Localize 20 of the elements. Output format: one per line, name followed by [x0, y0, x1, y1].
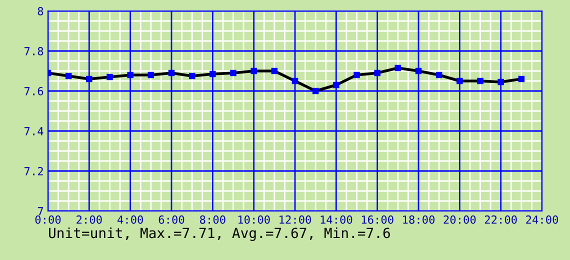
y-tick-label: 7.2 [24, 167, 43, 176]
y-tick-label: 7.8 [24, 47, 44, 56]
y-tick-label: 8 [38, 7, 44, 16]
y-tick-label: 7.6 [24, 87, 44, 96]
x-tick-label: 0:00 [35, 215, 61, 224]
x-tick-label: 10:00 [238, 215, 270, 224]
x-tick-label: 18:00 [403, 215, 435, 224]
text: Unit=unit, Max.=7.71, Avg.=7.67, Min.=7.6 [48, 227, 390, 241]
x-tick-label: 14:00 [320, 215, 352, 224]
y-tick-label: 7.4 [24, 127, 44, 136]
x-tick-label: 8:00 [200, 215, 226, 224]
x-tick-label: 4:00 [118, 215, 143, 224]
x-tick-label: 12:00 [280, 215, 312, 224]
x-tick-label: 16:00 [362, 215, 394, 224]
x-tick-label: 22:00 [484, 215, 517, 224]
x-tick-label: 2:00 [76, 215, 102, 224]
x-tick-label: 24:00 [526, 215, 558, 224]
x-tick-label: 6:00 [158, 215, 184, 224]
x-tick-label: 20:00 [444, 215, 476, 224]
y-tick-label: 7 [38, 207, 43, 216]
